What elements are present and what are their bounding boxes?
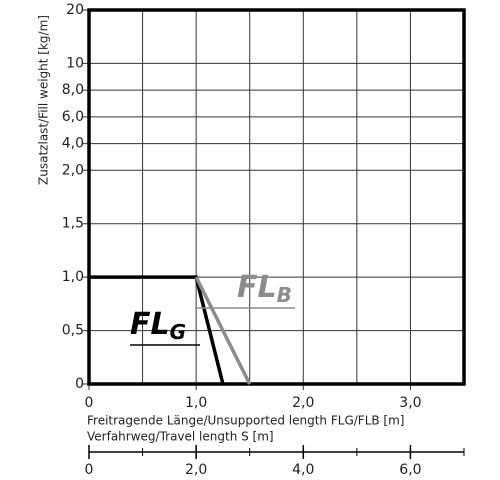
y-tick-label: 0 bbox=[75, 376, 84, 392]
legend-subscript: G bbox=[170, 320, 186, 344]
x-axis-label: Freitragende Länge/Unsupported length FL… bbox=[87, 414, 404, 428]
y-axis-label: Zusatzlast/Fill weight [kg/m] bbox=[37, 15, 51, 185]
x-tick-label: 2,0 bbox=[292, 395, 314, 411]
x-tick-label: 3,0 bbox=[399, 395, 421, 411]
y-tick-label: 4,0 bbox=[62, 136, 84, 152]
legend-name: FL bbox=[237, 270, 277, 305]
y-tick-label: 6,0 bbox=[62, 109, 84, 125]
x2-tick-label: 4,0 bbox=[292, 462, 314, 478]
legend-label: FLB bbox=[237, 270, 292, 307]
y-tick-label: 1,5 bbox=[62, 216, 84, 232]
x2-axis-label: Verfahrweg/Travel length S [m] bbox=[87, 430, 274, 444]
x2-tick-label: 6,0 bbox=[399, 462, 421, 478]
legend-label: FLG bbox=[130, 307, 186, 344]
y-tick-label: 8,0 bbox=[62, 82, 84, 98]
y-tick-label: 1,0 bbox=[62, 269, 84, 285]
y-tick-label: 0,5 bbox=[62, 323, 84, 339]
y-tick-label: 2,0 bbox=[62, 162, 84, 178]
x-tick-label: 1,0 bbox=[185, 395, 207, 411]
y-tick-label: 10 bbox=[66, 55, 84, 71]
x2-tick-label: 2,0 bbox=[185, 462, 207, 478]
plot-frame bbox=[87, 8, 466, 386]
x-tick-label: 0 bbox=[85, 395, 94, 411]
y-tick-label: 20 bbox=[66, 2, 84, 18]
x2-tick-label: 0 bbox=[85, 462, 94, 478]
series-line bbox=[194, 276, 252, 385]
legend-subscript: B bbox=[277, 283, 292, 307]
legend-name: FL bbox=[130, 307, 170, 342]
